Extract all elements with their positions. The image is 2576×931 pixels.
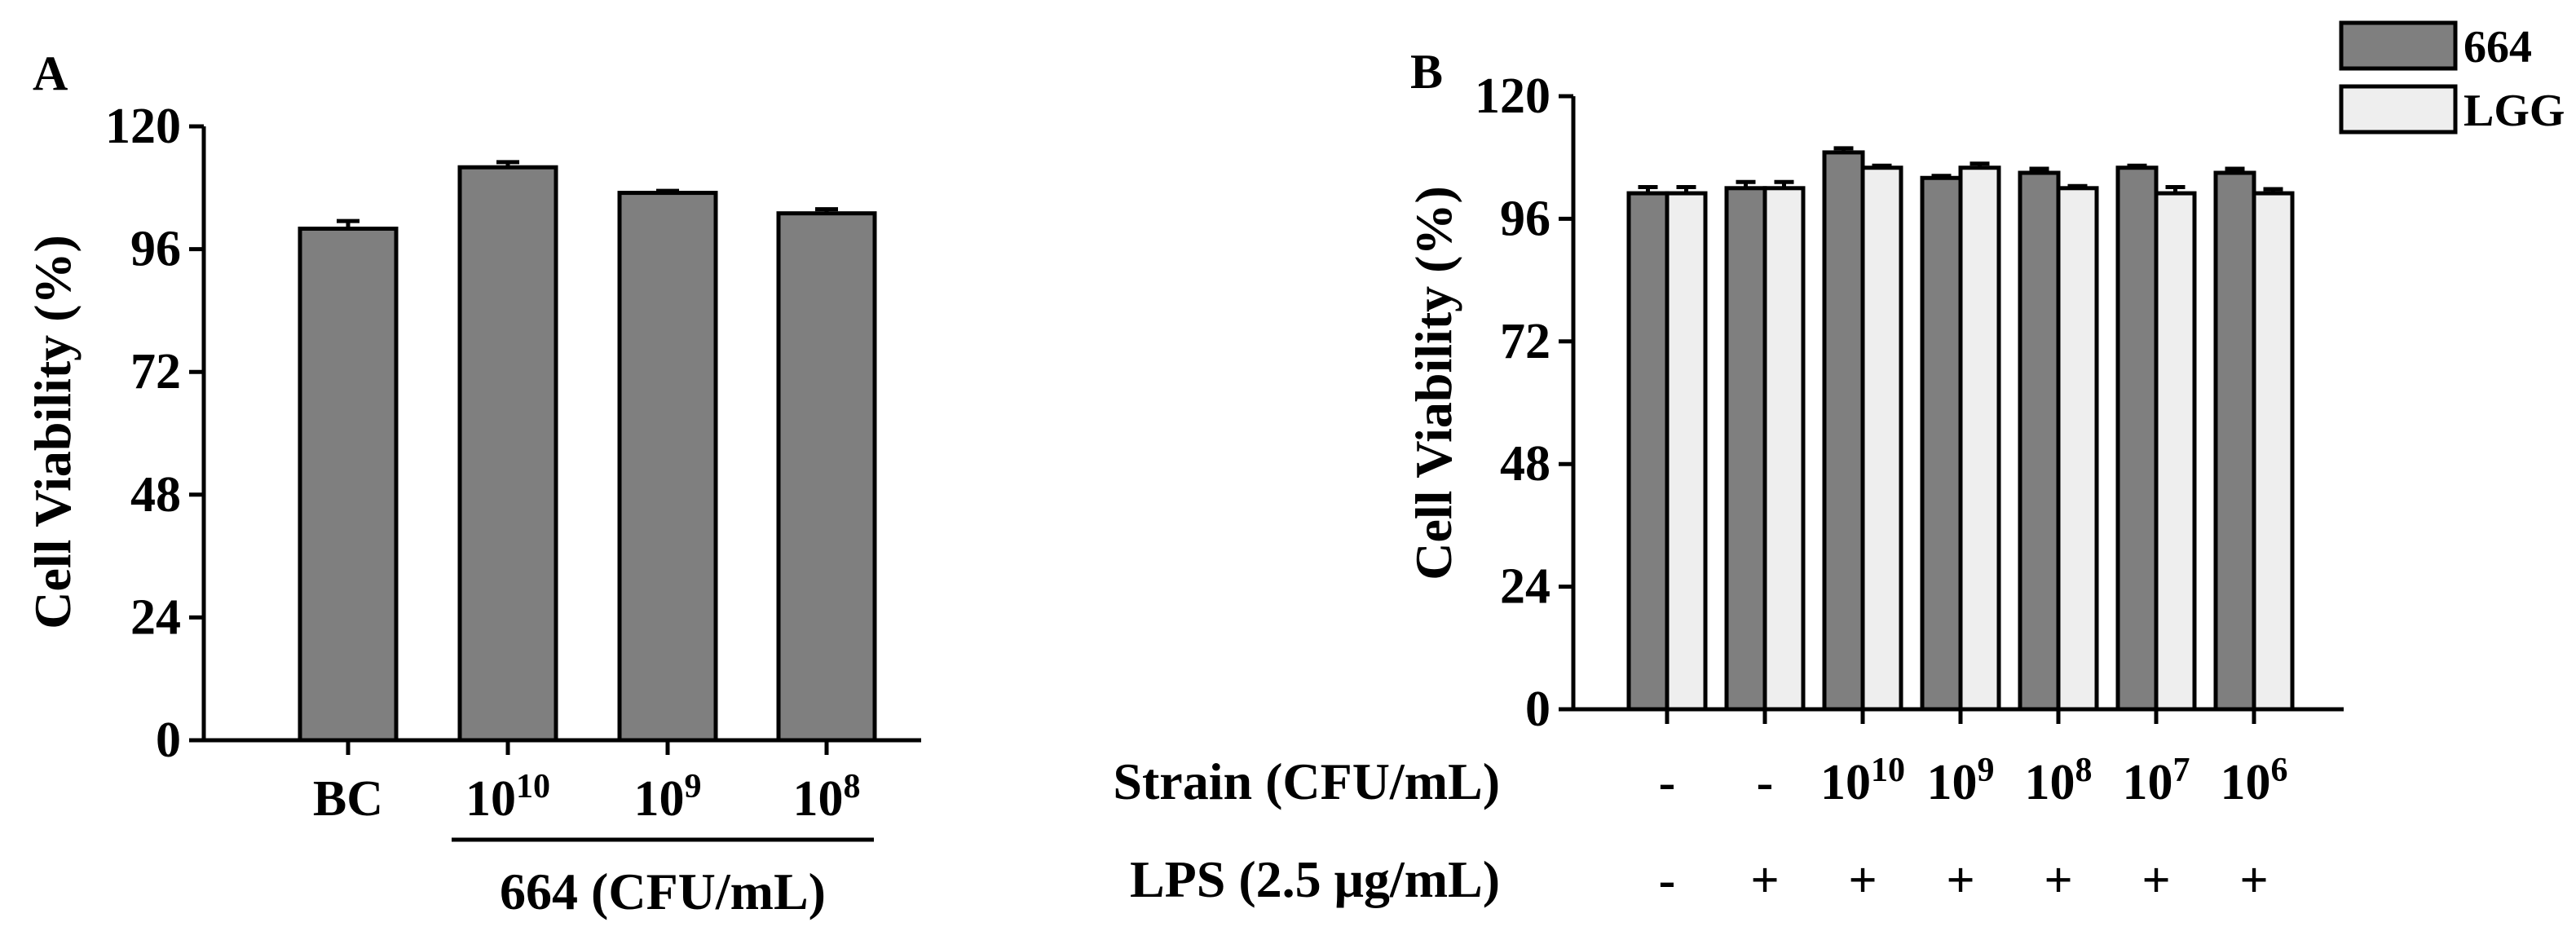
panel-b-legend-label: 664 bbox=[2464, 22, 2532, 73]
panel-a-category-label-exponent: 8 bbox=[844, 768, 861, 805]
panel-b-row-value-base: + bbox=[2239, 853, 2268, 908]
panel-a-y-tick-label: 120 bbox=[105, 99, 181, 154]
panel-b-y-tick-label: 120 bbox=[1475, 68, 1550, 124]
panel-a-category-label: BC bbox=[313, 771, 383, 827]
panel-b-bar-lgg bbox=[2056, 186, 2099, 712]
panel-b-y-tick-label: 48 bbox=[1500, 436, 1550, 492]
panel-b-row-value-base: + bbox=[1848, 853, 1877, 908]
panel-a-y-tick-label: 96 bbox=[130, 222, 181, 277]
panel-b-bar-664 bbox=[2018, 170, 2061, 712]
panel-b-y-axis-title: Cell Viability (%) bbox=[1405, 186, 1462, 580]
panel-a-y-tick-label: 24 bbox=[130, 589, 181, 645]
panel-b-bar-664 bbox=[1626, 191, 1670, 712]
panel-a-y-tick-label: 48 bbox=[130, 467, 181, 523]
panel-b-row-value-base: 10 bbox=[1927, 755, 1978, 810]
panel-a-category-label: 108 bbox=[793, 768, 861, 827]
panel-b-row-value: 106 bbox=[2221, 752, 2288, 810]
panel-a-letter: A bbox=[33, 46, 68, 100]
panel-b-row-value: 108 bbox=[2025, 752, 2093, 810]
panel-b-row-value: - bbox=[1659, 755, 1676, 810]
panel-b-y-tick-label: 24 bbox=[1500, 559, 1550, 615]
panel-b-row-value-base: 10 bbox=[2123, 755, 2173, 810]
panel-a-category-labels: BC 1010 109 108 bbox=[313, 768, 861, 827]
panel-b-row-value-base: 10 bbox=[1820, 755, 1871, 810]
panel-b-y-tick-label: 96 bbox=[1500, 191, 1550, 246]
panel-b-row-value-base: + bbox=[1750, 853, 1779, 908]
panel-a-bar bbox=[617, 191, 718, 743]
panel-b-row-label: LPS (2.5 μg/mL) bbox=[1130, 850, 1500, 908]
panel-a-axes: 0 24 48 72 96 120 bbox=[105, 99, 921, 768]
panel-b-bar-lgg bbox=[1762, 186, 1806, 712]
panel-a-group-label: 664 (CFU/mL) bbox=[500, 863, 826, 920]
panel-a-bar bbox=[298, 227, 399, 743]
panel-a-bar bbox=[457, 165, 558, 743]
panel-b-row-value-exponent: 8 bbox=[2075, 752, 2093, 789]
panel-b-axes: 0 24 48 72 96 120 bbox=[1475, 68, 2344, 737]
panel-b-row-value-base: 10 bbox=[2221, 755, 2271, 810]
panel-b-row-value-base: + bbox=[2044, 853, 2072, 908]
panel-b-row-value-exponent: 9 bbox=[1978, 752, 1995, 789]
panel-a-y-axis-title: Cell Viability (%) bbox=[24, 235, 82, 629]
panel-b-row-value-base: 10 bbox=[2025, 755, 2075, 810]
panel-b-row-value-base: - bbox=[1659, 853, 1676, 908]
panel-b-row-value: - bbox=[1757, 755, 1774, 810]
panel-a-category-label-base: 10 bbox=[793, 771, 844, 827]
panel-a-category-label: 109 bbox=[634, 768, 702, 827]
panel-b-y-tick-label: 72 bbox=[1500, 314, 1550, 369]
panel-b-legend-swatch-lgg bbox=[2339, 84, 2458, 135]
panel-b-row-value-exponent: 7 bbox=[2173, 752, 2190, 789]
panel-a-category-label: 1010 bbox=[465, 768, 550, 827]
panel-b-bar-lgg bbox=[2154, 191, 2197, 712]
panel-b-row-value: 109 bbox=[1927, 752, 1995, 810]
panel-a-y-tick-label: 72 bbox=[130, 344, 181, 399]
panel-b-bar-664 bbox=[1724, 186, 1767, 712]
panel-b-row-label: Strain (CFU/mL) bbox=[1113, 752, 1500, 810]
panel-b-row-value: 1010 bbox=[1820, 752, 1905, 810]
panel-b-row-value-base: + bbox=[2142, 853, 2170, 908]
panel-b-row-value: + bbox=[2239, 853, 2268, 908]
panel-b-bar-664 bbox=[1822, 150, 1865, 712]
panel-a-category-label-exponent: 9 bbox=[685, 768, 702, 805]
panel-b-row-value: - bbox=[1659, 853, 1676, 908]
panel-a-bars bbox=[298, 160, 877, 743]
panel-b-row-value: + bbox=[2044, 853, 2072, 908]
panel-b-legend-swatch-664 bbox=[2339, 20, 2458, 71]
panel-b-bar-664 bbox=[2115, 165, 2159, 712]
panel-b-row-value: + bbox=[2142, 853, 2170, 908]
panel-b-bar-664 bbox=[1920, 175, 1963, 712]
panel-b-letter: B bbox=[1410, 45, 1443, 99]
panel-b-row-value-exponent: 10 bbox=[1871, 752, 1905, 789]
panel-a-y-tick-label: 0 bbox=[156, 713, 181, 768]
panel-b-row-value: + bbox=[1946, 853, 1974, 908]
panel-b-row-value-base: + bbox=[1946, 853, 1974, 908]
panel-b-bar-lgg bbox=[2252, 191, 2295, 712]
panel-a-bar bbox=[776, 211, 877, 743]
panel-b-row-value-base: - bbox=[1659, 755, 1676, 810]
panel-b-bar-664 bbox=[2213, 170, 2256, 712]
panel-b-row-value: 107 bbox=[2123, 752, 2190, 810]
panel-a-category-label-base: 10 bbox=[634, 771, 685, 827]
panel-a-category-label-exponent: 10 bbox=[516, 768, 550, 805]
panel-b-row-value: + bbox=[1848, 853, 1877, 908]
panel-b-row-value: + bbox=[1750, 853, 1779, 908]
panel-b-legend: 664 LGG bbox=[2339, 20, 2565, 136]
panel-b-row-value-exponent: 6 bbox=[2271, 752, 2288, 789]
panel-b-bar-lgg bbox=[1860, 165, 1903, 712]
panel-b-bar-lgg bbox=[1958, 165, 2001, 712]
panel-b-row-value-base: - bbox=[1757, 755, 1774, 810]
panel-b-y-tick-label: 0 bbox=[1525, 682, 1550, 737]
panel-a-category-label-base: BC bbox=[313, 771, 383, 827]
panel-b-legend-label: LGG bbox=[2464, 86, 2565, 136]
panel-b-bars bbox=[1626, 146, 2295, 712]
panel-b-bar-lgg bbox=[1665, 191, 1708, 712]
panel-a-category-label-base: 10 bbox=[465, 771, 516, 827]
